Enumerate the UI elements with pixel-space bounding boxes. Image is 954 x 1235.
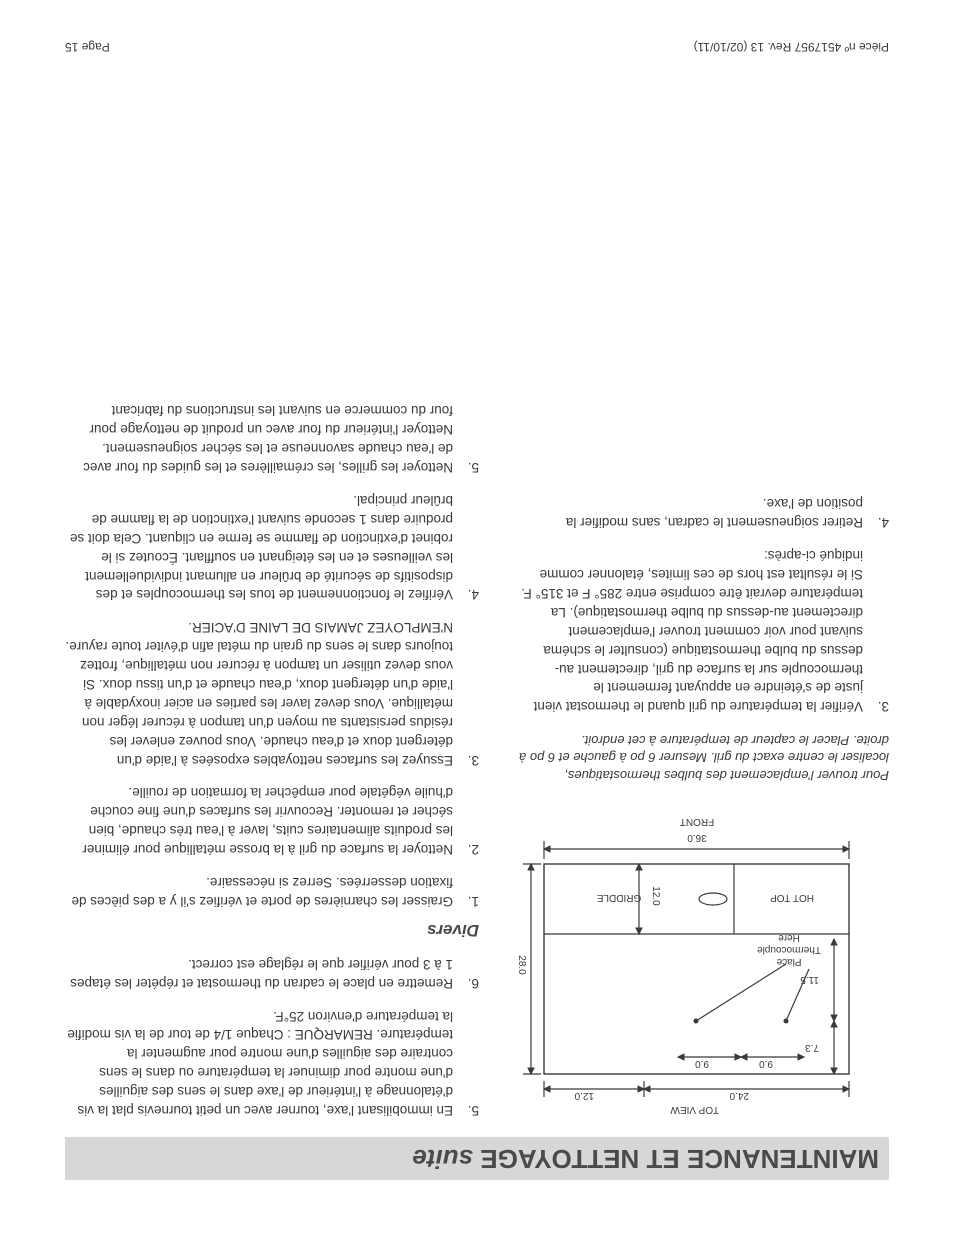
divers-item-2: Nettoyer la surface du gril à la brosse … bbox=[65, 783, 479, 859]
label-griddle: GRIDDLE bbox=[596, 892, 641, 903]
label-top-view: TOP VIEW bbox=[670, 1104, 719, 1115]
left-item-4: Retirer soigneusement le cadran, sans mo… bbox=[519, 494, 889, 532]
section-title-main: MAINTENANCE ET NETTOYAGE bbox=[473, 1144, 879, 1174]
right-item-6: Remettre en place le cadran du thermosta… bbox=[65, 954, 479, 992]
footer-right: Page 15 bbox=[65, 40, 110, 54]
divers-item-4: Vérifiez le fonctionnement de tous les t… bbox=[65, 490, 479, 603]
dim-9a: 9.0 bbox=[759, 1058, 773, 1069]
footer-left: Pièce nº 4517957 Rev. 13 (02/10/11) bbox=[694, 40, 889, 54]
columns: TOP VIEW 24.0 12.0 bbox=[65, 74, 889, 1119]
section-title-bar: MAINTENANCE ET NETTOYAGE suite bbox=[65, 1137, 889, 1180]
diagram-svg: TOP VIEW 24.0 12.0 bbox=[519, 799, 889, 1119]
section-title: MAINTENANCE ET NETTOYAGE suite bbox=[75, 1143, 879, 1174]
left-item-3: Vérifier la température du gril quand le… bbox=[519, 545, 889, 715]
dim-12b: 12.0 bbox=[650, 886, 661, 906]
dim-12: 12.0 bbox=[574, 1090, 594, 1101]
dim-24: 24.0 bbox=[729, 1090, 749, 1101]
divers-heading: Divers bbox=[65, 920, 479, 940]
left-list: Vérifier la température du gril quand le… bbox=[519, 494, 889, 716]
right-list-cont: En immobilisant l'axe, tourner avec un p… bbox=[65, 954, 479, 1119]
label-here: Here bbox=[778, 932, 800, 943]
right-column: En immobilisant l'axe, tourner avec un p… bbox=[65, 74, 479, 1119]
divers-item-5: Nettoyer les grilles, les crémaillères e… bbox=[65, 401, 479, 477]
right-item-5: En immobilisant l'axe, tourner avec un p… bbox=[65, 1006, 479, 1119]
label-place: Place bbox=[776, 956, 801, 967]
divers-item-1: Graisser les charnières de porte et véri… bbox=[65, 872, 479, 910]
label-front: FRONT bbox=[680, 816, 714, 827]
dim-9b: 9.0 bbox=[695, 1058, 709, 1069]
label-hot-top: HOT TOP bbox=[770, 892, 814, 903]
diagram-caption: Pour trouver l'emplacement des bulbes th… bbox=[519, 731, 889, 784]
dim-7-3: 7.3 bbox=[805, 1042, 819, 1053]
left-column: TOP VIEW 24.0 12.0 bbox=[519, 74, 889, 1119]
divers-item-3: Essuyez les surfaces nettoyables exposée… bbox=[65, 617, 479, 768]
divers-list: Graisser les charnières de porte et véri… bbox=[65, 401, 479, 910]
dim-28: 28.0 bbox=[519, 955, 527, 975]
label-thermo: Thermocouple bbox=[757, 944, 821, 955]
footer: Pièce nº 4517957 Rev. 13 (02/10/11) Page… bbox=[65, 40, 889, 74]
section-title-suite: suite bbox=[412, 1144, 473, 1174]
dim-36: 36.0 bbox=[687, 832, 707, 843]
